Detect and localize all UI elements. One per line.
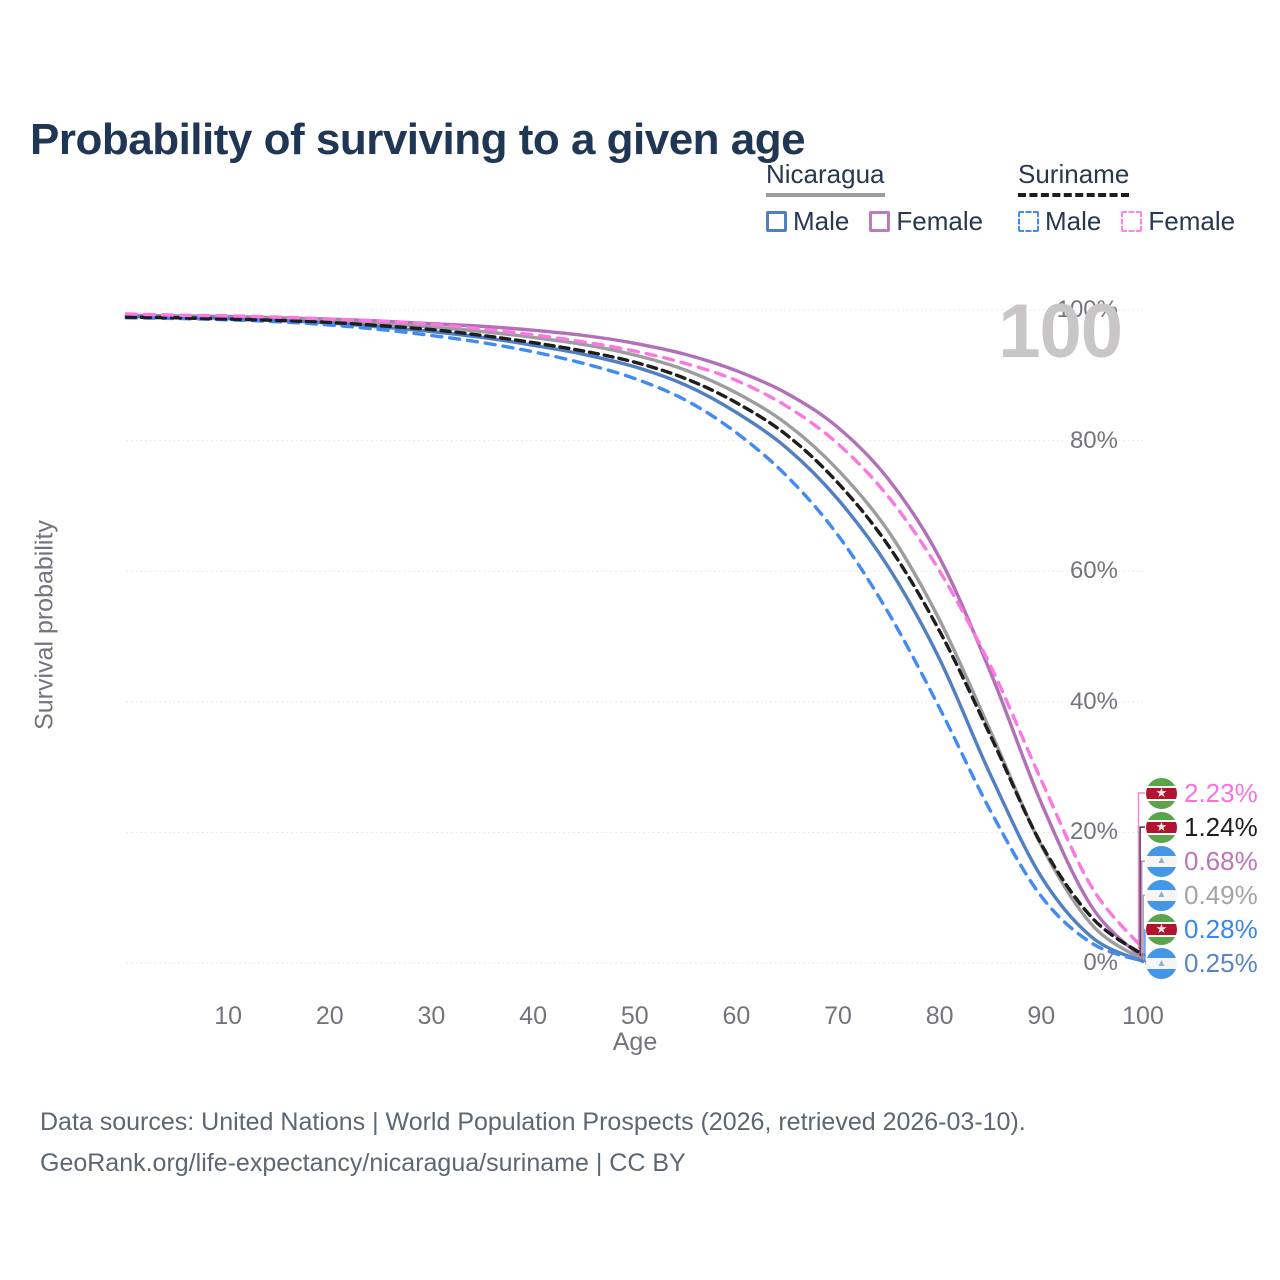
x-tick-label: 70 [824, 1002, 852, 1030]
end-label-value: 0.49% [1184, 879, 1258, 910]
nicaragua-flag-icon: ▲ [1146, 879, 1177, 911]
y-tick-label: 60% [1069, 557, 1118, 585]
end-label-value: 0.68% [1184, 845, 1258, 876]
nicaragua-female-line[interactable] [124, 313, 1145, 961]
suriname-flag-icon: ★ [1146, 913, 1177, 945]
emblem-glyph: ▲ [1156, 855, 1167, 867]
y-axis-title: Survival probability [30, 520, 59, 730]
legend-header-nicaragua[interactable]: Nicaragua [766, 160, 885, 197]
end-label-value: 0.28% [1184, 913, 1258, 944]
suriname-female-swatch-icon [1121, 210, 1143, 232]
suriname-female-line[interactable] [124, 312, 1145, 951]
end-label-row: ▲ 0.25% [1146, 948, 1258, 979]
suriname-male-line[interactable] [124, 316, 1145, 963]
end-label-row: ★ 2.23% [1146, 777, 1258, 809]
end-label-value: 2.23% [1184, 777, 1258, 808]
suriname-male-swatch-icon [1018, 210, 1039, 232]
age-watermark: 100 [998, 289, 1123, 374]
end-label-row: ▲ 0.49% [1146, 879, 1258, 911]
attribution-link-line: GeoRank.org/life-expectancy/nicaragua/su… [40, 1149, 686, 1177]
suriname-flag-icon: ★ [1146, 777, 1177, 809]
star-glyph: ★ [1155, 785, 1168, 800]
data-sources-line: Data sources: United Nations | World Pop… [40, 1108, 1026, 1136]
end-label-value: 0.25% [1184, 948, 1258, 978]
star-glyph: ★ [1155, 921, 1168, 937]
x-tick-label: 80 [925, 1002, 954, 1030]
nicaragua-overall-line[interactable] [124, 314, 1145, 962]
legend-item-nicaragua-male[interactable]: Male [766, 206, 849, 237]
end-label-connector [1142, 894, 1145, 961]
end-label-row: ★ 0.28% [1146, 913, 1258, 945]
nicaragua-flag-icon: ▲ [1146, 948, 1177, 979]
x-tick-label: 100 [1122, 1002, 1164, 1030]
y-tick-label: 80% [1069, 426, 1118, 454]
legend-items-nicaragua: Male Female [766, 206, 983, 237]
x-tick-label: 20 [315, 1002, 344, 1030]
emblem-glyph: ▲ [1156, 889, 1167, 901]
legend-group-suriname: Suriname Male Female [1018, 160, 1235, 237]
x-tick-label: 50 [620, 1002, 649, 1030]
legend-item-label: Female [896, 205, 984, 236]
end-label-value: 1.24% [1184, 811, 1258, 842]
y-tick-label: 100% [1056, 296, 1118, 323]
y-tick-label: 0% [1083, 949, 1118, 976]
nicaragua-flag-icon: ▲ [1146, 845, 1177, 877]
legend-item-suriname-male[interactable]: Male [1018, 206, 1101, 237]
legend-header-suriname[interactable]: Suriname [1018, 160, 1130, 197]
suriname-overall-line[interactable] [124, 315, 1145, 957]
x-axis-title: Age [612, 1028, 658, 1056]
chart-title: Probability of surviving to a given age [30, 115, 806, 165]
legend-item-label: Male [793, 205, 850, 236]
legend-item-suriname-female[interactable]: Female [1121, 206, 1235, 237]
end-label-connector [1141, 860, 1145, 960]
nicaragua-male-line[interactable] [124, 314, 1145, 964]
y-tick-label: 40% [1069, 687, 1118, 715]
y-tick-label: 20% [1069, 818, 1118, 846]
nicaragua-male-swatch-icon [766, 210, 787, 232]
end-label-row: ★ 1.24% [1146, 811, 1258, 843]
x-tick-label: 60 [722, 1002, 751, 1030]
legend-items-suriname: Male Female [1018, 206, 1235, 237]
end-label-row: ▲ 0.68% [1146, 845, 1258, 877]
star-glyph: ★ [1155, 819, 1168, 835]
legend-item-nicaragua-female[interactable]: Female [869, 206, 983, 237]
x-tick-label: 10 [214, 1002, 243, 1030]
emblem-glyph: ▲ [1156, 957, 1167, 969]
legend-item-label: Male [1045, 205, 1102, 236]
nicaragua-female-swatch-icon [869, 210, 891, 232]
legend-item-label: Female [1148, 205, 1236, 236]
x-tick-label: 90 [1027, 1002, 1056, 1030]
x-tick-label: 30 [417, 1002, 446, 1030]
x-tick-label: 40 [519, 1002, 547, 1030]
suriname-flag-icon: ★ [1146, 811, 1177, 843]
legend-group-nicaragua: Nicaragua Male Female [766, 160, 983, 237]
